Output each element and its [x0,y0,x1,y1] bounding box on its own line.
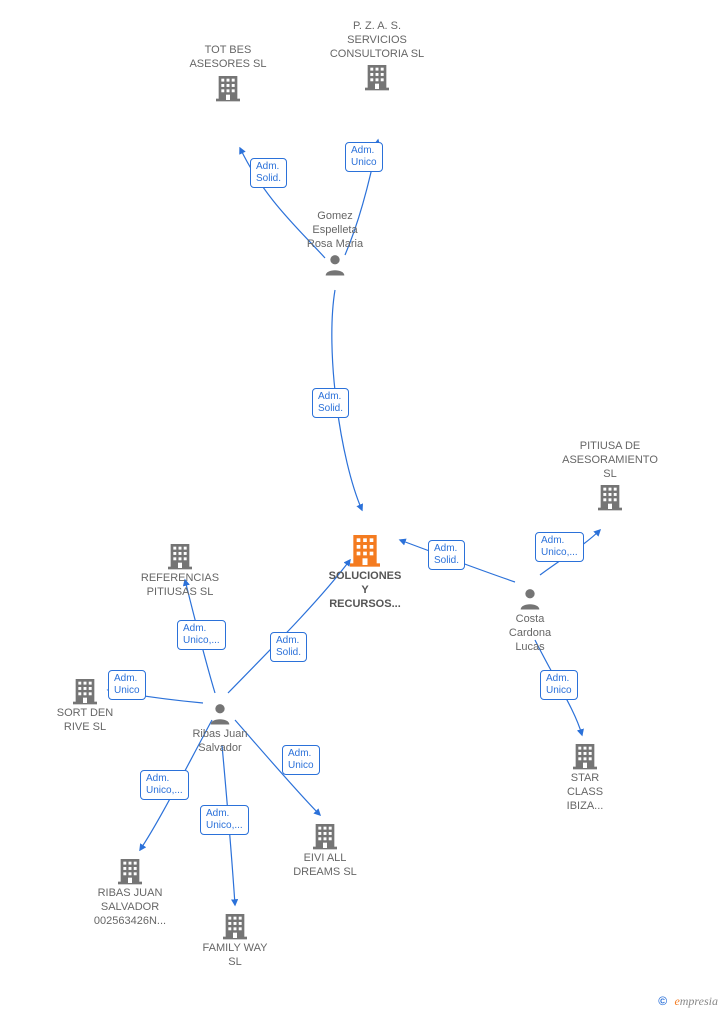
node-label-ribas_co: RIBAS JUAN SALVADOR 002563426N... [70,887,190,928]
node-soluciones[interactable]: SOLUCIONES Y RECURSOS... [305,530,425,611]
node-label-eivi: EIVI ALL DREAMS SL [265,852,385,880]
node-pzas[interactable]: P. Z. A. S. SERVICIOS CONSULTORIA SL [317,20,437,93]
edge-label-gomez-tot_bes: Adm. Solid. [250,158,287,188]
node-pitiusa[interactable]: PITIUSA DE ASESORAMIENTO SL [550,440,670,513]
edge-label-costa-pitiusa: Adm. Unico,... [535,532,584,562]
node-referencias[interactable]: REFERENCIAS PITIUSAS SL [120,540,240,600]
edge-label-ribas-family: Adm. Unico,... [200,805,249,835]
edge-label-costa-star: Adm. Unico [540,670,578,700]
node-label-sort: SORT DEN RIVE SL [25,707,145,735]
node-tot_bes[interactable]: TOT BES ASESORES SL [168,44,288,104]
node-label-pitiusa: PITIUSA DE ASESORAMIENTO SL [550,440,670,481]
node-ribas_co[interactable]: RIBAS JUAN SALVADOR 002563426N... [70,855,190,928]
brand-rest: mpresia [680,994,718,1008]
edge-label-gomez-pzas: Adm. Unico [345,142,383,172]
node-gomez[interactable]: Gomez Espelleta Rosa Maria [275,210,395,279]
edge-label-costa-soluciones: Adm. Solid. [428,540,465,570]
edge-label-gomez-soluciones: Adm. Solid. [312,388,349,418]
node-label-family: FAMILY WAY SL [175,942,295,970]
node-label-star: STAR CLASS IBIZA... [525,772,645,813]
node-star[interactable]: STAR CLASS IBIZA... [525,740,645,813]
node-ribas[interactable]: Ribas Juan Salvador [160,700,280,756]
node-label-gomez: Gomez Espelleta Rosa Maria [275,210,395,251]
edge-label-ribas-sort: Adm. Unico [108,670,146,700]
edge-label-ribas-ribas_co: Adm. Unico,... [140,770,189,800]
copyright-symbol: © [658,994,667,1008]
edge-label-ribas-soluciones: Adm. Solid. [270,632,307,662]
node-label-ribas: Ribas Juan Salvador [160,728,280,756]
node-label-costa: Costa Cardona Lucas [470,613,590,654]
node-label-tot_bes: TOT BES ASESORES SL [168,44,288,72]
footer-copyright: © empresia [658,994,718,1009]
node-label-soluciones: SOLUCIONES Y RECURSOS... [305,570,425,611]
node-family[interactable]: FAMILY WAY SL [175,910,295,970]
edge-label-ribas-eivi: Adm. Unico [282,745,320,775]
node-costa[interactable]: Costa Cardona Lucas [470,585,590,654]
node-eivi[interactable]: EIVI ALL DREAMS SL [265,820,385,880]
node-label-pzas: P. Z. A. S. SERVICIOS CONSULTORIA SL [317,20,437,61]
node-label-referencias: REFERENCIAS PITIUSAS SL [120,572,240,600]
edge-label-ribas-referencias: Adm. Unico,... [177,620,226,650]
